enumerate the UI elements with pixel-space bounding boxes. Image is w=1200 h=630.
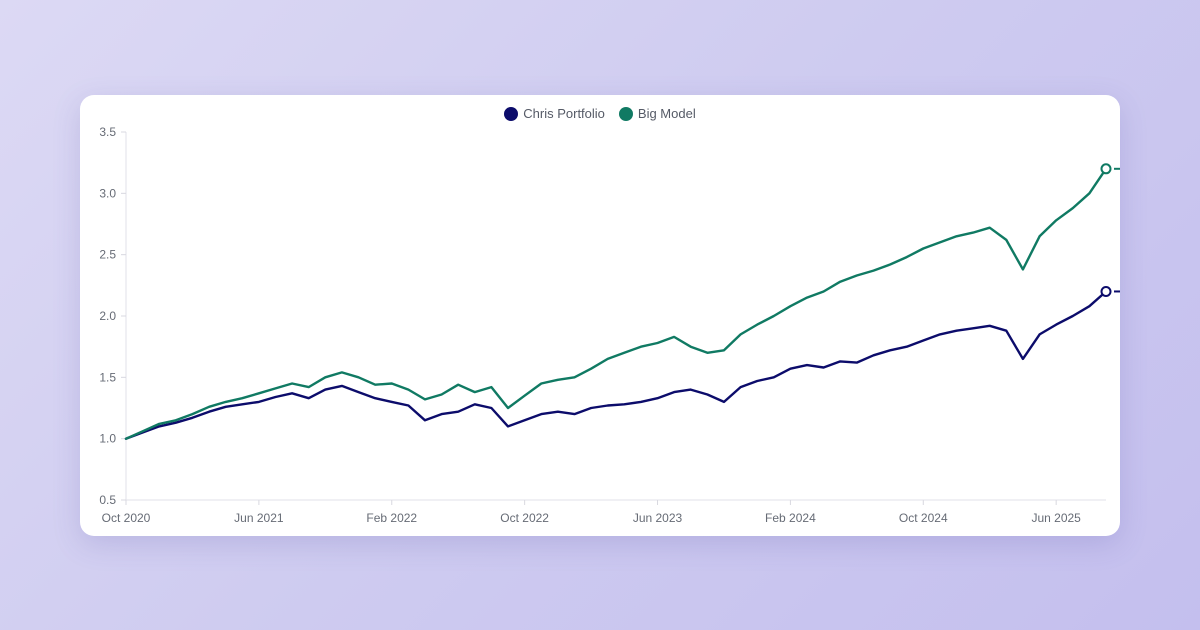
y-axis: 0.5 1.0 1.5 2.0 2.5 3.0 3.5 xyxy=(99,125,127,507)
legend-swatch-chris-portfolio xyxy=(504,106,519,121)
y-tick-label: 2.5 xyxy=(99,248,116,262)
y-tick-label: 1.0 xyxy=(99,432,116,446)
series-line-big-model xyxy=(124,167,1108,440)
legend-swatch-big-model xyxy=(618,106,633,121)
y-tick-label: 0.5 xyxy=(99,493,116,507)
legend-label-chris-portfolio: Chris Portfolio xyxy=(523,106,605,121)
chart-card: Chris Portfolio Big Model 0.5 1.0 1.5 2.0 2.… xyxy=(80,95,1120,536)
x-tick-label: Jun 2025 xyxy=(1031,511,1081,525)
x-tick-label: Oct 2020 xyxy=(102,511,151,525)
y-tick-label: 1.5 xyxy=(99,370,116,384)
legend-item-chris-portfolio[interactable]: Chris Portfolio xyxy=(504,106,605,121)
series-lines xyxy=(124,163,1120,440)
x-axis: Oct 2020 Jun 2021 Feb 2022 Oct 2022 Jun 2023… xyxy=(102,499,1106,525)
x-tick-label: Feb 2022 xyxy=(366,511,417,525)
x-tick-label: Oct 2022 xyxy=(500,511,549,525)
legend-label-big-model: Big Model xyxy=(637,106,696,121)
end-point-big-model[interactable] xyxy=(1100,163,1112,175)
x-tick-label: Feb 2024 xyxy=(765,511,816,525)
x-tick-label: Jun 2023 xyxy=(633,511,683,525)
x-tick-label: Jun 2021 xyxy=(234,511,284,525)
x-tick-label: Oct 2024 xyxy=(899,511,948,525)
y-tick-label: 3.0 xyxy=(99,186,116,200)
legend-item-big-model[interactable]: Big Model xyxy=(618,106,696,121)
chart-legend: Chris Portfolio Big Model xyxy=(80,106,1120,121)
y-tick-label: 2.0 xyxy=(99,309,116,323)
line-chart: 0.5 1.0 1.5 2.0 2.5 3.0 3.5 Oct 2020 Jun 2021 Fe… xyxy=(99,125,1120,525)
end-point-chris-portfolio[interactable] xyxy=(1100,285,1112,297)
y-tick-label: 3.5 xyxy=(99,125,116,139)
series-line-chris-portfolio xyxy=(124,290,1108,440)
